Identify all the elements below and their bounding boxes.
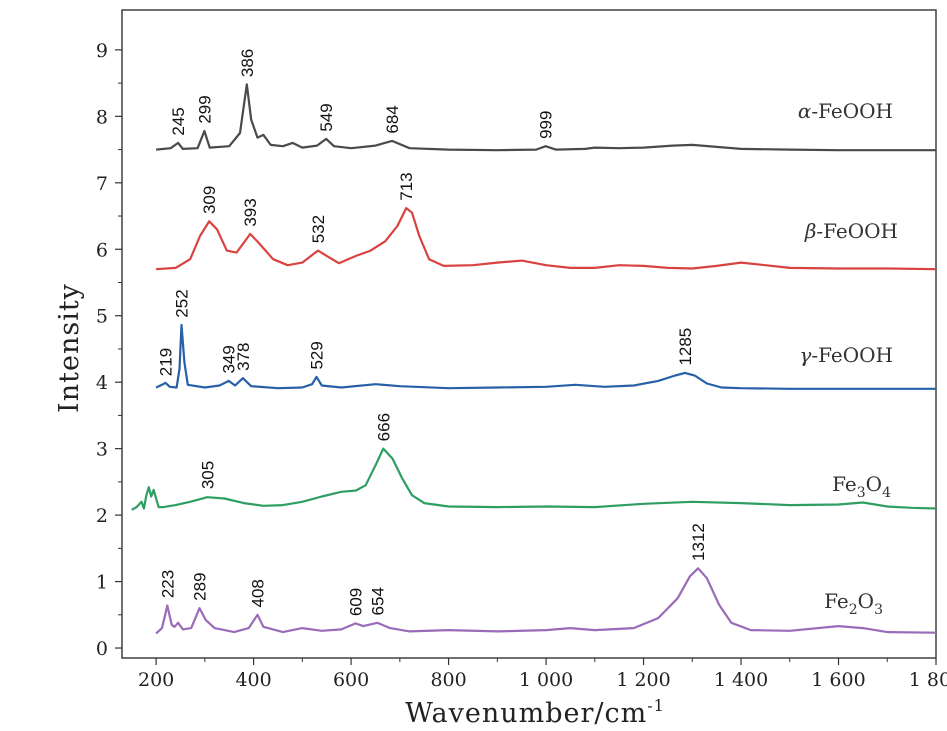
x-tick-label: 200 [138,669,174,691]
series-labels: α-FeOOH β-FeOOH γ-FeOOH Fe3O4 Fe2O3 [798,99,898,618]
series-line [155,83,936,152]
x-tick-label: 1 200 [616,669,670,691]
y-tick-label: 9 [96,40,108,62]
peak-label: 349 [220,345,239,373]
peak-label: 309 [200,186,219,214]
peak-label: 654 [368,587,387,615]
x-tick-label: 1 000 [519,669,573,691]
peak-label: 289 [191,572,210,600]
peak-label: 532 [309,215,328,243]
peak-label: 219 [156,348,175,376]
peak-label: 549 [317,103,336,131]
y-axis-ticks: 0 1 2 3 4 5 6 7 8 9 [96,40,122,660]
y-tick-label: 3 [96,439,108,461]
peak-label: 252 [172,289,191,317]
peak-label: 999 [537,111,556,139]
peak-label: 305 [198,461,217,489]
y-tick-label: 5 [96,306,108,328]
x-tick-label: 600 [333,669,369,691]
peak-label: 713 [397,172,416,200]
peak-label: 299 [195,95,214,123]
series-label: Fe3O4 [832,472,891,501]
peak-label: 245 [169,107,188,135]
series-label: Fe2O3 [824,589,883,618]
series-line [155,567,937,635]
series-line [131,447,937,511]
peak-label: 393 [241,198,260,226]
y-tick-label: 6 [96,239,108,261]
x-tick-label: 1 600 [811,669,865,691]
peak-label: 378 [234,342,253,370]
x-tick-label: 1 400 [714,669,768,691]
x-tick-label: 400 [235,669,271,691]
y-tick-label: 0 [96,638,108,660]
y-tick-label: 2 [96,505,108,527]
series-label: γ-FeOOH [799,343,893,367]
x-tick-label: 1 800 [909,669,947,691]
peak-label: 1312 [689,523,708,561]
series-label: α-FeOOH [798,99,893,123]
series-line [155,323,936,390]
series-line [156,207,937,271]
y-tick-label: 7 [96,173,108,195]
x-axis-ticks: 200 400 600 800 1 000 1 200 1 400 1 600 1 800 [138,658,947,691]
series-label: β-FeOOH [804,219,898,243]
x-tick-label: 800 [430,669,466,691]
y-axis-title: Intensity [54,283,85,413]
peak-label: 529 [307,341,326,369]
peak-label: 684 [383,105,402,133]
peak-label: 666 [374,413,393,441]
x-axis-title: Wavenumber/cm-1 [405,696,665,729]
peak-label: 223 [158,570,177,598]
plot-frame [121,9,937,659]
y-tick-label: 8 [96,106,108,128]
y-tick-label: 4 [96,372,108,394]
peak-label: 386 [238,49,257,77]
y-tick-label: 1 [96,572,108,594]
peak-label: 609 [346,588,365,616]
spectra-series [131,83,937,635]
peak-label: 408 [249,579,268,607]
peak-label: 1285 [676,328,695,366]
